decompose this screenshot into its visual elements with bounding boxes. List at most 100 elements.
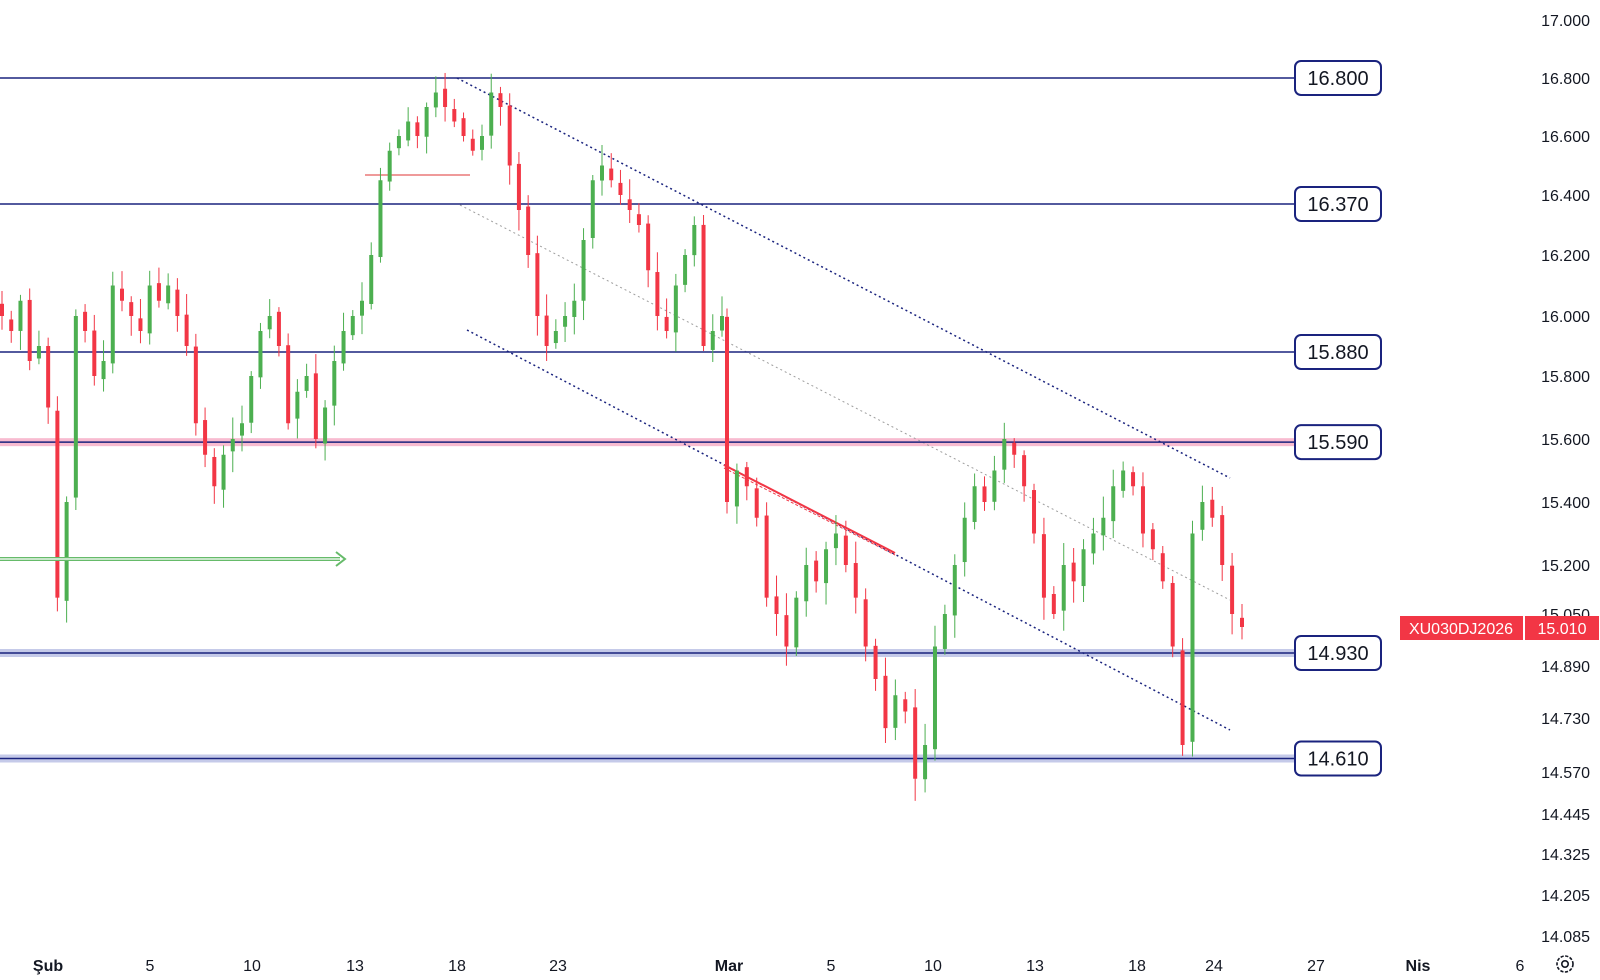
candle-body — [507, 105, 512, 166]
x-tick-label: 13 — [346, 958, 364, 975]
y-tick-label: 16.600 — [1541, 129, 1590, 146]
candle-body — [903, 699, 908, 712]
candle-body — [692, 225, 697, 256]
level-labels: 16.800 16.370 15.880 15.590 14.930 14.610 — [1294, 60, 1382, 777]
candle-body — [526, 206, 531, 255]
candle-body — [433, 92, 438, 108]
candle-body — [9, 319, 14, 331]
candle-body — [913, 707, 918, 779]
candle-body — [18, 300, 23, 331]
candle-body — [664, 316, 669, 331]
candle-body — [110, 285, 115, 364]
candle-body — [203, 420, 208, 455]
candle-body — [563, 316, 568, 327]
level-label: 16.370 — [1307, 194, 1368, 216]
candle-body — [415, 122, 420, 136]
flag-line-lower — [723, 467, 896, 556]
candle-body — [581, 240, 586, 301]
level-label: 15.880 — [1307, 342, 1368, 364]
candle-body — [683, 255, 688, 285]
candle-body — [452, 109, 457, 122]
x-axis: Şub 5 10 13 18 23 Mar 5 10 13 18 24 27 Nis 6 — [33, 958, 1525, 975]
candle-body — [1160, 553, 1165, 582]
x-tick-label: 5 — [827, 958, 836, 975]
candle-body — [369, 255, 374, 304]
candle-body — [240, 423, 244, 436]
last-price-badge — [1525, 616, 1599, 640]
candle-body — [443, 88, 448, 107]
price-levels — [0, 77, 1295, 760]
candle-body — [952, 565, 957, 616]
y-axis: 17.000 16.800 16.600 16.400 16.200 16.000 15.8… — [1541, 13, 1590, 946]
y-tick-label: 15.200 — [1541, 558, 1590, 575]
gear-icon[interactable] — [1556, 955, 1574, 973]
candle-body — [590, 180, 595, 239]
candle-body — [544, 315, 549, 346]
candle-body — [1131, 472, 1136, 487]
candle-body — [156, 283, 161, 301]
candle-body — [258, 331, 263, 378]
candle-body — [1081, 549, 1086, 587]
candle-body — [166, 285, 171, 304]
candle-body — [1101, 517, 1106, 536]
y-tick-label: 15.400 — [1541, 495, 1590, 512]
level-label-box — [1294, 740, 1382, 777]
candle-body — [992, 470, 997, 502]
candle-body — [972, 486, 977, 522]
candle-body — [1170, 583, 1175, 647]
candle-body — [962, 517, 967, 563]
y-tick-label: 14.890 — [1541, 659, 1590, 676]
candle-body — [1041, 534, 1046, 598]
candle-body — [734, 470, 739, 507]
y-tick-label: 14.730 — [1541, 711, 1590, 728]
x-tick-label: 6 — [1516, 958, 1525, 975]
candle-body — [873, 645, 878, 679]
candle-body — [1022, 455, 1027, 487]
candle-body — [27, 299, 32, 361]
green-arrow — [0, 551, 347, 567]
candle-body — [516, 163, 521, 210]
symbol-badge — [1400, 616, 1523, 640]
candle-body — [286, 345, 291, 424]
candle-body — [350, 316, 355, 336]
candle-body — [804, 565, 809, 602]
candle-body — [923, 745, 928, 780]
x-tick-label: 18 — [1128, 958, 1146, 975]
candle-body — [942, 614, 947, 649]
candle-body — [212, 456, 217, 487]
y-tick-label: 14.445 — [1541, 807, 1590, 824]
candle-body — [863, 599, 868, 647]
y-tick-label: 16.800 — [1541, 71, 1590, 88]
candle-body — [184, 314, 189, 346]
candle-body — [461, 118, 466, 136]
level-label: 14.930 — [1307, 643, 1368, 665]
candlestick-series — [0, 72, 1244, 801]
symbol-label: XU030DJ2026 — [1409, 621, 1513, 638]
candle-body — [267, 316, 272, 330]
candle-body — [1240, 617, 1244, 627]
candle-body — [304, 376, 309, 391]
candle-body — [1051, 593, 1056, 614]
candle-body — [73, 316, 78, 498]
level-label: 14.610 — [1307, 749, 1368, 771]
x-tick-label: 5 — [146, 958, 155, 975]
candle-body — [883, 675, 888, 729]
candle-body — [754, 488, 759, 518]
y-tick-label: 17.000 — [1541, 13, 1590, 30]
candle-body — [600, 165, 604, 181]
candle-body — [618, 182, 623, 195]
x-tick-label: 18 — [448, 958, 466, 975]
candle-body — [36, 346, 41, 359]
y-tick-label: 16.000 — [1541, 309, 1590, 326]
candle-body — [1061, 565, 1066, 611]
x-tick-label: 23 — [549, 958, 567, 975]
candle-body — [498, 93, 503, 107]
level-highlight-bands — [0, 438, 1295, 763]
candle-body — [249, 376, 254, 423]
candle-body — [360, 300, 364, 316]
candle-body — [1210, 499, 1215, 518]
candle-body — [1140, 486, 1145, 534]
candle-body — [55, 410, 60, 598]
candle-body — [1230, 565, 1235, 614]
